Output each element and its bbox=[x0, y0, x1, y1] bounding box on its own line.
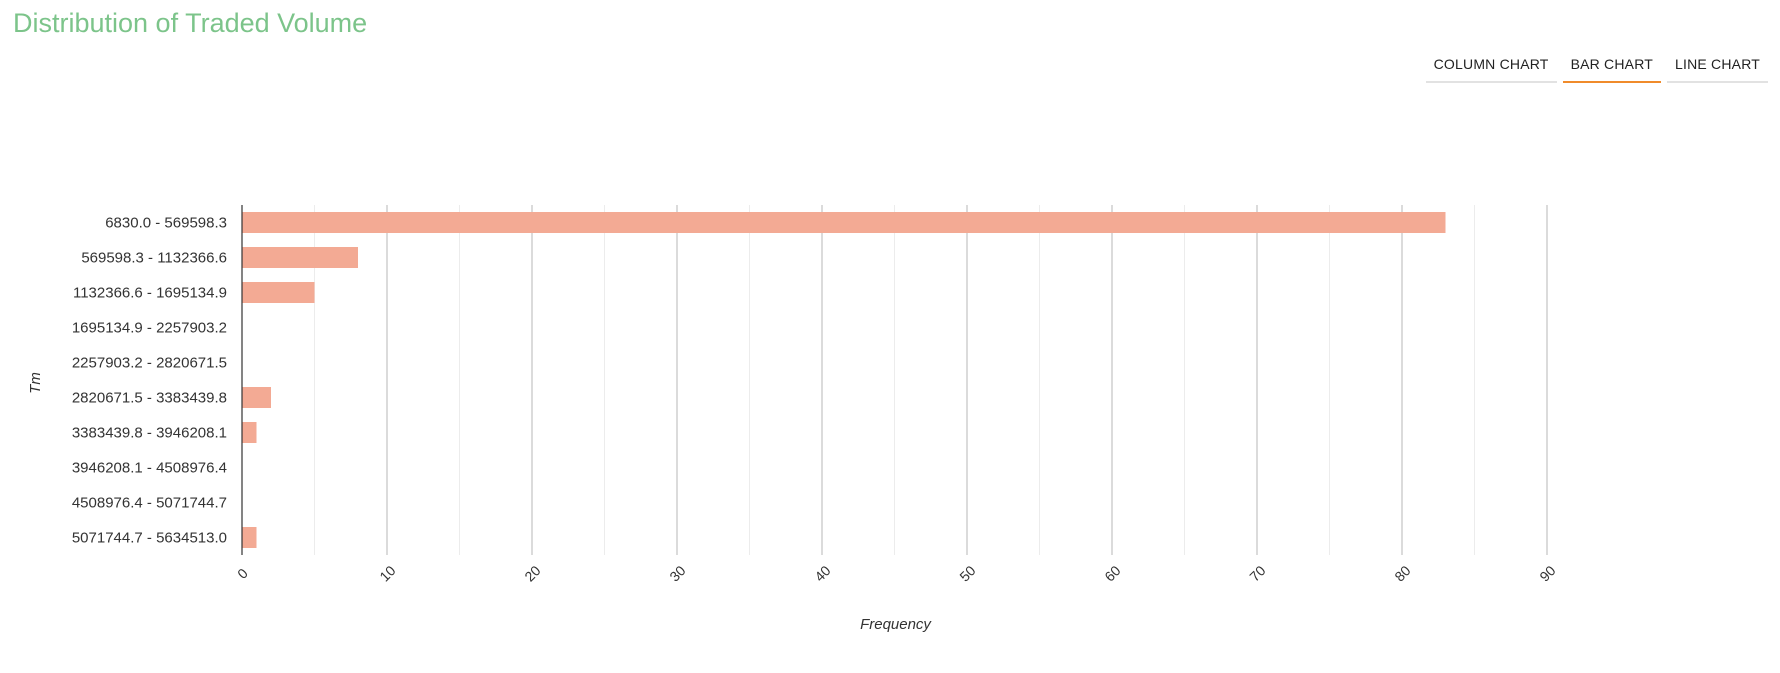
category-label: 3383439.8 - 3946208.1 bbox=[72, 425, 227, 442]
tab-line-chart[interactable]: LINE CHART bbox=[1667, 50, 1768, 83]
bar bbox=[242, 212, 1446, 233]
tab-column-chart[interactable]: COLUMN CHART bbox=[1425, 50, 1557, 83]
category-label: 1695134.9 - 2257903.2 bbox=[72, 320, 227, 337]
bar bbox=[242, 527, 257, 548]
y-axis-title: Tm bbox=[27, 372, 44, 394]
x-tick-label: 0 bbox=[234, 565, 251, 582]
category-label: 6830.0 - 569598.3 bbox=[105, 215, 227, 232]
chart-type-tabs: COLUMN CHART BAR CHART LINE CHART bbox=[1425, 50, 1768, 83]
category-label: 2820671.5 - 3383439.8 bbox=[72, 390, 227, 407]
page-title: Distribution of Traded Volume bbox=[13, 8, 368, 38]
x-tick-label: 10 bbox=[376, 562, 398, 584]
tab-bar-chart[interactable]: BAR CHART bbox=[1562, 50, 1662, 83]
x-tick-label: 90 bbox=[1536, 562, 1558, 584]
category-label: 2257903.2 - 2820671.5 bbox=[72, 355, 227, 372]
x-tick-label: 80 bbox=[1391, 562, 1413, 584]
category-label: 569598.3 - 1132366.6 bbox=[81, 250, 227, 267]
bar bbox=[242, 422, 257, 443]
x-tick-label: 40 bbox=[811, 562, 833, 584]
x-axis-title: Frequency bbox=[860, 616, 932, 633]
bar bbox=[242, 282, 315, 303]
x-tick-label: 60 bbox=[1101, 562, 1123, 584]
category-label: 3946208.1 - 4508976.4 bbox=[72, 460, 227, 477]
x-tick-label: 20 bbox=[521, 562, 543, 584]
category-label: 4508976.4 - 5071744.7 bbox=[72, 495, 227, 512]
x-tick-label: 30 bbox=[666, 562, 688, 584]
category-label: 1132366.6 - 1695134.9 bbox=[73, 285, 227, 302]
bar bbox=[242, 387, 271, 408]
category-label: 5071744.7 - 5634513.0 bbox=[72, 530, 227, 547]
x-tick-label: 70 bbox=[1246, 562, 1268, 584]
bar bbox=[242, 247, 358, 268]
x-tick-label: 50 bbox=[956, 562, 978, 584]
